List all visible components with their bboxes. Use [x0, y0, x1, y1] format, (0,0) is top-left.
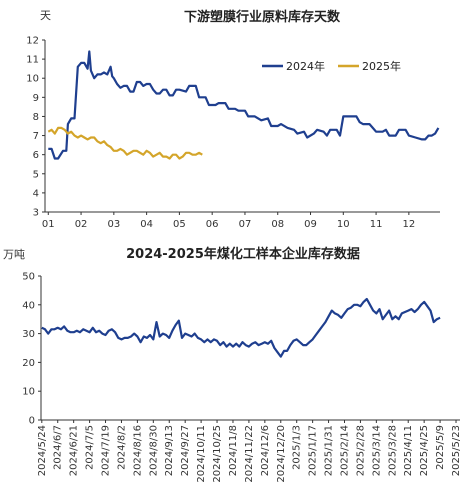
chart2-xtick-label: 2025/2/14 — [339, 425, 350, 476]
chart2-ytick-label: 30 — [22, 329, 35, 340]
chart2-xtick-label: 2024/7/19 — [101, 425, 112, 476]
chart2-xtick-label: 2024/12/6 — [260, 425, 271, 476]
chart2-xtick-label: 2024/8/30 — [148, 425, 159, 476]
chart2-xtick-label: 2024/6/7 — [53, 425, 64, 470]
chart1-xtick-label: 03 — [107, 219, 120, 230]
chart2-xtick-label: 2024/10/25 — [212, 425, 223, 483]
chart2-xtick-label: 2024/6/21 — [69, 425, 80, 476]
series-line-2025 — [47, 126, 203, 160]
chart1-ytick-label: 3 — [33, 208, 39, 219]
legend-label-2024: 2024年 — [286, 59, 325, 73]
chart-coal-chem-inventory: 万吨 2024-2025年煤化工样本企业库存数据 0 10 20 30 40 50 202… — [3, 246, 462, 483]
chart1-xtick-label: 12 — [402, 219, 415, 230]
chart2-xtick-label: 2025/3/28 — [387, 425, 398, 476]
chart2-xtick-label: 2025/1/17 — [308, 425, 319, 476]
chart2-xtick-label: 2025/1/31 — [324, 425, 335, 476]
chart1-xtick-label: 05 — [173, 219, 186, 230]
chart2-ytick-label: 40 — [22, 300, 35, 311]
chart1-xtick-label: 10 — [337, 219, 350, 230]
chart2-ytick-label: 10 — [22, 387, 35, 398]
chart1-xtick-label: 07 — [239, 219, 252, 230]
chart1-xtick-label: 04 — [140, 219, 153, 230]
chart1-ytick-label: 6 — [33, 150, 39, 161]
chart1-title: 下游塑膜行业原料库存天数 — [184, 9, 341, 25]
chart2-ytick-label: 20 — [22, 358, 35, 369]
chart1-xtick-label: 01 — [42, 219, 55, 230]
chart1-xtick-label: 08 — [271, 219, 284, 230]
chart2-xtick-label: 2025/4/25 — [419, 425, 430, 476]
chart2-xtick-label: 2024/10/11 — [196, 425, 207, 483]
series-line-2024 — [48, 50, 440, 160]
chart2-xtick-label: 2024/9/27 — [180, 425, 191, 476]
chart2-xtick-label: 2024/8/2 — [116, 425, 127, 470]
chart1-ytick-label: 9 — [33, 93, 39, 104]
chart1-ytick-label: 10 — [26, 74, 39, 85]
chart-stock-days: 天 下游塑膜行业原料库存天数 3 4 5 6 7 8 9 10 11 12 01 02 03 04 05 0… — [26, 9, 440, 230]
chart1-ytick-label: 12 — [26, 36, 39, 47]
chart2-xtick-label: 2025/5/23 — [451, 425, 462, 476]
chart1-xtick-label: 11 — [370, 219, 383, 230]
chart1-ytick-label: 4 — [33, 188, 39, 199]
chart2-xtick-label: 2024/11/8 — [228, 425, 239, 476]
chart2-xtick-label: 2024/12/20 — [276, 425, 287, 483]
chart1-xtick-label: 09 — [304, 219, 317, 230]
chart1-ytick-label: 7 — [33, 131, 39, 142]
chart2-xtick-label: 2025/2/28 — [355, 425, 366, 476]
chart1-ytick-label: 5 — [33, 169, 39, 180]
chart2-title: 2024-2025年煤化工样本企业库存数据 — [126, 246, 360, 262]
chart1-legend: 2024年 2025年 — [262, 59, 401, 73]
chart2-xtick-label: 2024/11/22 — [244, 425, 255, 483]
chart2-xtick-label: 2024/9/13 — [164, 425, 175, 476]
legend-label-2025: 2025年 — [362, 59, 401, 73]
chart1-y-unit: 天 — [40, 9, 51, 22]
series-line-inventory — [41, 297, 441, 358]
chart2-ytick-label: 0 — [29, 416, 35, 427]
chart2-xtick-label: 2024/8/16 — [132, 425, 143, 476]
chart2-xtick-label: 2025/5/9 — [435, 425, 446, 470]
chart2-xtick-label: 2025/3/14 — [371, 425, 382, 476]
chart2-ytick-label: 50 — [22, 272, 35, 283]
chart1-xtick-label: 02 — [75, 219, 88, 230]
chart1-xtick-label: 06 — [206, 219, 219, 230]
chart1-ytick-label: 8 — [33, 112, 39, 123]
chart2-xtick-label: 2025/1/3 — [292, 425, 303, 470]
chart2-y-unit: 万吨 — [3, 248, 25, 261]
chart2-xtick-label: 2024/7/5 — [85, 425, 96, 470]
chart1-ytick-label: 11 — [26, 55, 39, 66]
chart2-xtick-label: 2025/4/11 — [403, 425, 414, 476]
chart2-xtick-label: 2024/5/24 — [37, 425, 48, 476]
